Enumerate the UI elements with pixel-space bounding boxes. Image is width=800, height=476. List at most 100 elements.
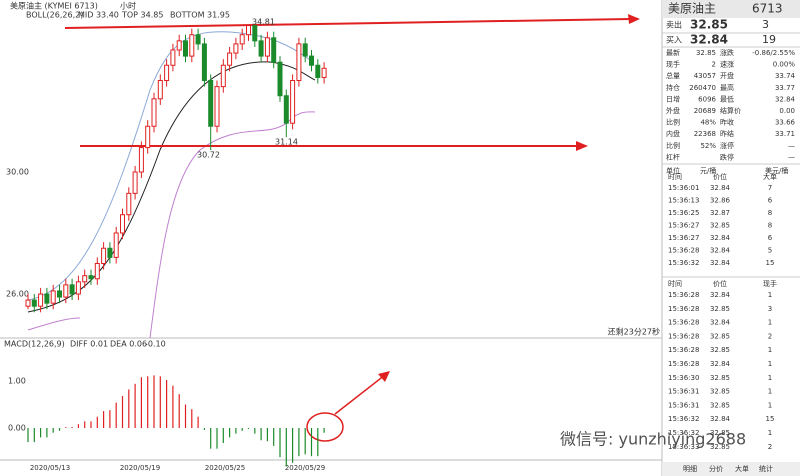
- stat-label: 杠杆: [666, 152, 680, 161]
- trade-time: 15:36:33: [668, 443, 699, 451]
- candle-body: [176, 40, 182, 51]
- candle-body: [120, 214, 125, 234]
- trade-qty: 2: [768, 332, 772, 340]
- highlight-circle: [306, 412, 344, 442]
- trade-time: 15:36:13: [668, 197, 699, 205]
- stat-label: 现手: [666, 60, 680, 69]
- candle-body: [157, 80, 163, 100]
- trade-price: 32.84: [710, 234, 731, 242]
- col-header: 现手: [763, 279, 777, 288]
- macd-label: 1.00: [8, 377, 26, 386]
- quote-code: 6713: [752, 2, 783, 16]
- trade-price: 32.86: [710, 197, 731, 205]
- stat-value: 52%: [700, 142, 716, 150]
- stat-label: 内盘: [666, 129, 680, 138]
- quote-header: [662, 0, 800, 18]
- trend-arrow: [64, 18, 631, 29]
- candle-body: [107, 247, 113, 258]
- trade-price: 32.87: [710, 209, 730, 217]
- candle-body: [183, 40, 188, 57]
- trade-qty: 1: [768, 374, 772, 382]
- trade-price: 32.84: [710, 291, 731, 299]
- candle-body: [315, 64, 321, 78]
- trade-price: 32.85: [710, 388, 730, 396]
- trade-qty: 8: [768, 222, 772, 230]
- candle-body: [25, 299, 31, 307]
- unit-label: 单位: [666, 166, 680, 175]
- tab[interactable]: 分价: [709, 464, 723, 473]
- indicator-label: -0.10: [145, 340, 166, 349]
- stat-value: 32.85: [696, 49, 716, 57]
- stat-label: 涨停: [720, 141, 734, 150]
- trade-time: 15:36:27: [668, 234, 699, 242]
- stat-label: 跌停: [720, 152, 734, 161]
- candle-body: [290, 80, 296, 124]
- indicator-label: DIFF 0.01: [70, 340, 108, 349]
- unit-value: 元/桶: [700, 166, 716, 175]
- candle-body: [63, 284, 69, 298]
- trade-time: 15:36:25: [668, 209, 699, 217]
- candle-body: [195, 34, 201, 45]
- candle-body: [88, 275, 94, 280]
- trade-qty: 7: [768, 184, 772, 192]
- stat-value: 20689: [694, 107, 716, 115]
- candle-body: [189, 34, 195, 57]
- trade-time: 15:36:01: [668, 184, 699, 192]
- trade-qty: 1: [768, 319, 772, 327]
- date-label: 2020/05/13: [30, 464, 70, 472]
- candle-body: [50, 290, 56, 304]
- stat-label: 比例: [666, 141, 680, 150]
- candle-body: [220, 64, 226, 88]
- candle-body: [151, 98, 157, 127]
- indicator-label: MID 33.40: [78, 11, 119, 20]
- annotation: 31.14: [275, 138, 298, 147]
- chart-title: 美原油主 (KYMEI 6713): [10, 1, 98, 11]
- trade-price: 32.85: [710, 332, 730, 340]
- candle-body: [252, 25, 258, 42]
- stat-label: 开盘: [720, 71, 734, 80]
- candle-body: [38, 293, 44, 307]
- trade-price: 32.84: [710, 247, 731, 255]
- stat-value: 33.66: [775, 119, 796, 127]
- stat-label: 速涨: [720, 60, 734, 69]
- trade-qty: 1: [768, 429, 772, 437]
- trade-time: 15:36:31: [668, 401, 699, 409]
- trade-price: 32.85: [710, 222, 730, 230]
- price-label: 30.00: [6, 168, 29, 177]
- stat-label: 比例: [666, 118, 680, 127]
- tab[interactable]: 大单: [735, 464, 749, 473]
- tab[interactable]: 明细: [683, 464, 697, 473]
- price-label: 26.00: [6, 290, 29, 299]
- trade-price: 32.84: [710, 415, 731, 423]
- candle-body: [201, 43, 207, 81]
- trade-price: 32.85: [710, 346, 730, 354]
- order-qty: 19: [762, 33, 776, 46]
- up-arrow: [334, 374, 386, 415]
- candle-body: [309, 55, 314, 66]
- candle-body: [82, 275, 88, 283]
- stat-label: 最高: [720, 83, 734, 92]
- order-price: 32.84: [690, 33, 728, 47]
- trade-time: 15:36:32: [668, 415, 699, 423]
- stat-value: 33.71: [775, 130, 795, 138]
- candle-body: [239, 34, 245, 45]
- col-header: 大单: [763, 172, 777, 181]
- trade-price: 32.85: [710, 374, 730, 382]
- stat-value: 33.77: [775, 84, 795, 92]
- candle-body: [44, 293, 50, 304]
- macd-label: 0.00: [8, 424, 26, 433]
- annotation: 34.81: [252, 18, 275, 27]
- watermark: 微信号: yunzhiying2688: [560, 430, 746, 449]
- stat-value: —: [788, 142, 795, 150]
- tab[interactable]: 统计: [759, 464, 773, 473]
- trade-price: 32.85: [710, 305, 730, 313]
- stat-label: 日增: [666, 94, 680, 103]
- trade-qty: 1: [768, 401, 772, 409]
- quote-name: 美原油主: [668, 2, 716, 16]
- trade-qty: 1: [768, 360, 772, 368]
- candle-body: [31, 299, 37, 307]
- trade-qty: 15: [766, 415, 775, 423]
- candle-body: [170, 49, 176, 66]
- indicator-label: DEA 0.06: [110, 340, 147, 349]
